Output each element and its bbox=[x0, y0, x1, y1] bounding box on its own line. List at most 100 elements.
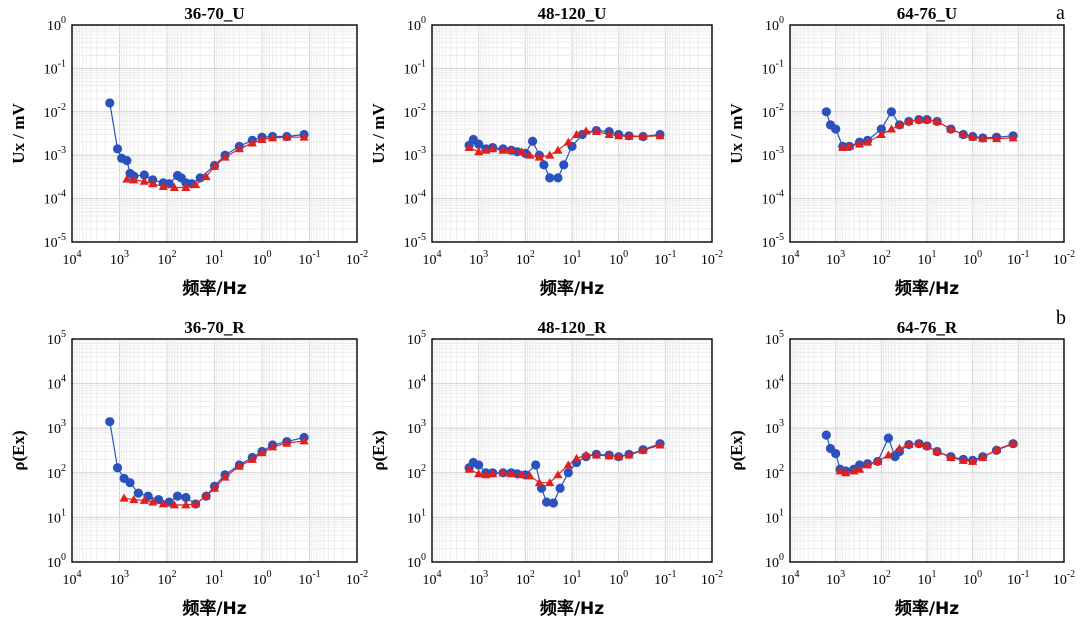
data-point bbox=[282, 438, 292, 447]
data-point bbox=[234, 144, 244, 153]
data-point bbox=[209, 483, 220, 492]
data-point bbox=[464, 142, 474, 152]
data-point bbox=[604, 451, 614, 460]
x-tick-label: 101 bbox=[918, 569, 937, 588]
data-point bbox=[474, 139, 484, 149]
data-point bbox=[257, 134, 267, 143]
data-point bbox=[267, 133, 278, 142]
x-tick-label: 103 bbox=[469, 569, 488, 588]
x-tick-label: 103 bbox=[826, 569, 845, 588]
data-point bbox=[624, 131, 634, 140]
x-tick-label: 102 bbox=[516, 569, 535, 588]
y-tick-label: 10-2 bbox=[762, 102, 784, 121]
data-point bbox=[894, 443, 905, 452]
data-point bbox=[542, 497, 552, 507]
x-tick-label: 10-1 bbox=[298, 569, 320, 588]
data-point bbox=[821, 107, 831, 117]
plot-frame bbox=[431, 338, 713, 563]
data-point bbox=[488, 469, 498, 478]
data-point bbox=[498, 468, 508, 477]
x-tick-label: 10-1 bbox=[654, 569, 676, 588]
x-tick-label: 103 bbox=[110, 249, 129, 268]
data-point bbox=[539, 160, 549, 170]
x-axis-label: 频率/Hz bbox=[895, 598, 959, 619]
x-tick-label: 10-1 bbox=[1007, 249, 1029, 268]
x-tick-label: 10-2 bbox=[346, 569, 368, 588]
y-tick-label: 101 bbox=[765, 507, 784, 526]
y-tick-label: 103 bbox=[765, 418, 784, 437]
data-point bbox=[481, 145, 491, 154]
y-tick-label: 10-4 bbox=[44, 189, 66, 208]
x-tick-label: 10-1 bbox=[298, 249, 320, 268]
y-tick-label: 10-5 bbox=[404, 232, 426, 251]
data-point bbox=[932, 116, 942, 125]
data-point bbox=[545, 173, 555, 183]
y-axis-label: Ux / mV bbox=[9, 103, 28, 164]
x-tick-label: 100 bbox=[963, 249, 982, 268]
data-point bbox=[525, 150, 535, 159]
data-point bbox=[164, 179, 174, 189]
x-tick-label: 101 bbox=[563, 569, 582, 588]
y-tick-label: 104 bbox=[765, 374, 784, 393]
data-point bbox=[506, 469, 516, 478]
data-point bbox=[638, 131, 648, 140]
data-point bbox=[904, 439, 914, 448]
y-tick-label: 104 bbox=[47, 374, 66, 393]
chart-4: 104 103 102 101 100 10-1 10-2 100 101 102 103 104 10… bbox=[369, 318, 723, 619]
data-point bbox=[914, 439, 924, 448]
y-tick-label: 102 bbox=[765, 463, 784, 482]
x-tick-label: 10-2 bbox=[1053, 249, 1075, 268]
y-tick-label: 10-3 bbox=[762, 145, 784, 164]
data-point bbox=[883, 450, 894, 459]
chart-title: 64-76_U bbox=[897, 4, 957, 23]
data-point bbox=[181, 182, 191, 191]
data-point bbox=[883, 433, 894, 443]
data-point bbox=[876, 124, 886, 134]
data-point bbox=[517, 470, 527, 479]
x-tick-label: 101 bbox=[918, 249, 937, 268]
x-tick-label: 103 bbox=[469, 249, 488, 268]
data-point bbox=[978, 134, 988, 143]
x-tick-label: 10-2 bbox=[346, 249, 368, 268]
data-point bbox=[299, 436, 309, 445]
data-point bbox=[498, 145, 508, 154]
data-point bbox=[555, 483, 565, 493]
data-point bbox=[841, 468, 851, 477]
data-point bbox=[548, 498, 559, 508]
x-axis-label: 频率/Hz bbox=[182, 278, 246, 299]
y-tick-label: 10-2 bbox=[404, 102, 426, 121]
data-point bbox=[559, 160, 569, 170]
x-axis-label: 频率/Hz bbox=[540, 278, 604, 299]
panel-label-b: b bbox=[1056, 307, 1066, 329]
x-tick-label: 101 bbox=[205, 249, 224, 268]
y-tick-label: 100 bbox=[765, 15, 784, 34]
grid-lines bbox=[432, 339, 712, 562]
data-point bbox=[464, 464, 474, 473]
data-point bbox=[854, 139, 865, 148]
chart-title: 64-76_R bbox=[897, 318, 958, 337]
y-tick-label: 102 bbox=[407, 463, 426, 482]
y-tick-label: 100 bbox=[765, 552, 784, 571]
chart-title: 36-70_R bbox=[184, 318, 245, 337]
data-point bbox=[534, 152, 544, 161]
plot-frame bbox=[431, 24, 713, 243]
y-tick-label: 10-5 bbox=[762, 232, 784, 251]
y-tick-label: 100 bbox=[47, 552, 66, 571]
x-tick-label: 10-1 bbox=[1007, 569, 1029, 588]
data-point bbox=[112, 144, 123, 154]
y-tick-label: 10-4 bbox=[404, 189, 426, 208]
x-tick-label: 102 bbox=[158, 249, 177, 268]
data-point bbox=[991, 134, 1002, 143]
x-tick-label: 100 bbox=[963, 569, 982, 588]
x-axis-label: 频率/Hz bbox=[895, 278, 959, 299]
data-point bbox=[553, 145, 563, 154]
grid-lines bbox=[432, 25, 712, 242]
data-point bbox=[553, 470, 563, 479]
data-point bbox=[169, 182, 179, 191]
chart-1: 104 103 102 101 100 10-1 10-2 10-5 10-4 10-3 10-2 1… bbox=[369, 4, 723, 299]
y-axis-label: Ux / mV bbox=[369, 103, 388, 164]
data-point bbox=[119, 493, 129, 502]
x-tick-label: 100 bbox=[609, 569, 628, 588]
plots-group: 104 103 102 101 100 10-1 10-2 10-5 10-4 10-3 10-2 1… bbox=[9, 4, 1075, 619]
y-axis-label: Ux / mV bbox=[727, 103, 746, 164]
